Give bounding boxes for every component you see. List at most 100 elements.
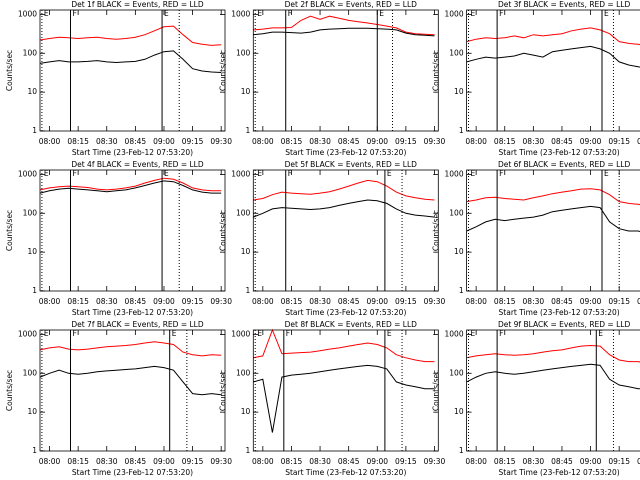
marker-label: F (499, 329, 503, 338)
marker-label: E (379, 9, 384, 18)
x-tick-label: 09:30 (210, 137, 232, 146)
x-tick-label: 08:15 (67, 137, 89, 146)
plot-frame (39, 329, 226, 452)
y-tick-label: 10 (454, 87, 464, 96)
x-tick-label: 08:45 (125, 457, 147, 466)
y-tick-label: 1000 (18, 169, 37, 178)
x-tick-label: 08:00 (252, 457, 274, 466)
x-tick-label: 08:00 (465, 457, 487, 466)
marker-label: E (604, 169, 609, 178)
y-axis-label: Counts/sec (5, 210, 14, 251)
y-tick-label: 10 (454, 407, 464, 416)
y-tick-label: 10 (27, 87, 37, 96)
x-tick-label: 08:45 (551, 297, 573, 306)
plot-frame (466, 9, 640, 132)
plot-frame (39, 9, 226, 132)
x-tick-label: 08:45 (125, 297, 147, 306)
marker-label: F (288, 169, 292, 178)
x-tick-label: 08:15 (67, 457, 89, 466)
x-tick-label: 08:45 (338, 457, 360, 466)
x-tick-label: 09:00 (153, 457, 175, 466)
marker-label: E (387, 329, 392, 338)
data-line (253, 179, 435, 201)
panel: Det 4f BLACK = Events, RED = LLD Counts/s… (5, 160, 232, 317)
x-tick-label: 09:15 (608, 137, 630, 146)
x-tick-label: 08:30 (96, 457, 118, 466)
x-tick-label: 09:30 (637, 457, 640, 466)
y-tick-label: 100 (236, 368, 251, 377)
x-axis-label: Start Time (23-Feb-12 07:53:20) (72, 468, 193, 477)
marker-label: E (44, 329, 49, 338)
panel-title: Det 6f BLACK = Events, RED = LLD (498, 160, 631, 169)
x-tick-label: 08:30 (309, 137, 331, 146)
plot-frame (252, 169, 439, 292)
x-tick-label: 08:30 (309, 297, 331, 306)
marker-label: F (499, 9, 503, 18)
data-line (466, 363, 640, 390)
x-axis-label: Start Time (23-Feb-12 07:53:20) (72, 148, 193, 157)
data-line (466, 27, 640, 46)
y-tick-label: 1 (459, 446, 464, 455)
marker-label: F (499, 169, 503, 178)
x-tick-label: 08:30 (96, 297, 118, 306)
y-axis-label: Counts/sec (432, 210, 441, 251)
y-tick-label: 1 (459, 286, 464, 295)
x-axis-label: Start Time (23-Feb-12 07:53:20) (72, 308, 193, 317)
plot-frame (252, 9, 439, 132)
y-axis-label: Counts/sec (432, 50, 441, 91)
data-line (39, 25, 222, 46)
panel: Det 3f BLACK = Events, RED = LLD Counts/s… (432, 0, 640, 157)
data-line (39, 50, 222, 73)
marker-label: E (471, 9, 476, 18)
x-tick-label: 08:15 (281, 137, 303, 146)
x-tick-label: 09:00 (153, 297, 175, 306)
panel: Det 2f BLACK = Events, RED = LLD Counts/s… (218, 0, 445, 157)
x-axis-label: Start Time (23-Feb-12 07:53:20) (285, 308, 406, 317)
marker-label: E (387, 169, 392, 178)
x-axis-label: Start Time (23-Feb-12 07:53:20) (285, 468, 406, 477)
panel-title: Det 7f BLACK = Events, RED = LLD (71, 320, 204, 329)
data-line (253, 15, 435, 36)
x-tick-label: 08:00 (465, 137, 487, 146)
y-tick-label: 10 (241, 247, 251, 256)
x-tick-label: 08:45 (551, 137, 573, 146)
y-tick-label: 1000 (18, 9, 37, 18)
x-tick-label: 09:00 (366, 457, 388, 466)
y-axis-label: Counts/sec (5, 50, 14, 91)
panel: Det 8f BLACK = Events, RED = LLD Counts/s… (218, 320, 445, 477)
data-line (253, 364, 435, 433)
x-tick-label: 08:15 (494, 457, 516, 466)
x-tick-label: 08:45 (338, 297, 360, 306)
marker-label: E (257, 9, 262, 18)
panel-title: Det 1f BLACK = Events, RED = LLD (71, 0, 204, 9)
x-tick-label: 08:45 (551, 457, 573, 466)
x-tick-label: 09:15 (395, 137, 417, 146)
x-tick-label: 08:30 (96, 137, 118, 146)
x-axis-label: Start Time (23-Feb-12 07:53:20) (499, 468, 620, 477)
y-axis-label: Counts/sec (218, 50, 227, 91)
panel-title: Det 8f BLACK = Events, RED = LLD (285, 320, 418, 329)
marker-label: E (172, 329, 177, 338)
x-tick-label: 09:00 (580, 297, 602, 306)
y-tick-label: 100 (236, 48, 251, 57)
x-tick-label: 09:00 (580, 137, 602, 146)
x-tick-label: 09:15 (182, 137, 204, 146)
marker-label: E (257, 329, 262, 338)
data-line (253, 27, 435, 37)
x-tick-label: 09:15 (182, 457, 204, 466)
x-tick-label: 08:30 (309, 457, 331, 466)
y-tick-label: 10 (454, 247, 464, 256)
x-tick-label: 08:00 (252, 297, 274, 306)
y-tick-label: 1000 (445, 329, 464, 338)
x-axis-label: Start Time (23-Feb-12 07:53:20) (499, 308, 620, 317)
x-tick-label: 08:00 (465, 297, 487, 306)
panel-title: Det 5f BLACK = Events, RED = LLD (285, 160, 418, 169)
x-tick-label: 09:30 (424, 297, 446, 306)
data-line (466, 188, 640, 206)
y-tick-label: 1 (246, 446, 251, 455)
data-line (39, 365, 222, 396)
marker-label: F (73, 169, 77, 178)
data-line (39, 341, 222, 357)
x-tick-label: 09:15 (395, 457, 417, 466)
x-tick-label: 08:30 (523, 457, 545, 466)
